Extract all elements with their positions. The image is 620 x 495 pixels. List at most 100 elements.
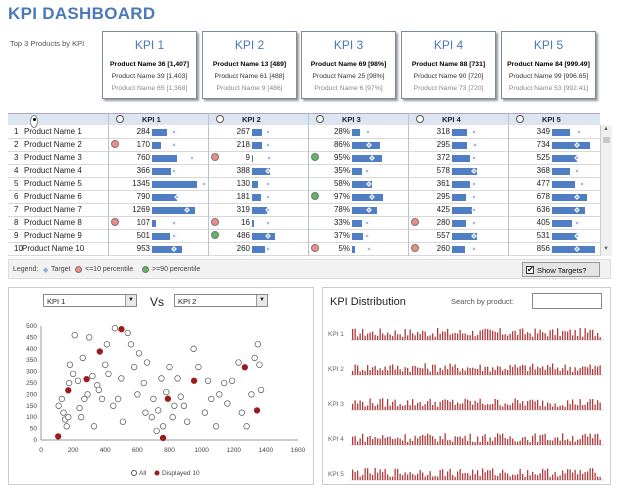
distribution-bar: [379, 368, 381, 375]
kpi-value: 760: [136, 153, 150, 162]
distribution-kpi-label: KPI 2: [328, 366, 344, 373]
distribution-bar: [527, 371, 529, 375]
distribution-bar: [499, 405, 501, 410]
y-tick-label: 450: [26, 334, 37, 341]
y-tick-label: 400: [26, 346, 37, 353]
show-targets-checkbox[interactable]: ✔ Show Targets?: [522, 262, 600, 277]
distribution-bar: [429, 398, 431, 410]
table-row[interactable]: 1 Product Name 1 284 267 28% 318 349: [8, 126, 600, 139]
x-tick-label: 600: [132, 447, 143, 454]
distribution-bar: [414, 365, 416, 375]
checkbox-icon[interactable]: ✔: [526, 265, 534, 274]
distribution-bar: [434, 438, 436, 445]
distribution-bar: [517, 367, 519, 375]
distribution-bar: [414, 405, 416, 410]
distribution-bar: [422, 368, 424, 375]
distribution-bar: [582, 336, 584, 340]
distribution-bar: [444, 476, 446, 480]
distribution-bar: [477, 335, 479, 340]
radio-kpi-4[interactable]: [416, 115, 424, 123]
table-row[interactable]: 2 Product Name 2 170 218 86% 295 734: [8, 139, 600, 152]
distribution-bar: [437, 371, 439, 375]
target-marker: [573, 220, 580, 226]
scroll-thumb[interactable]: [603, 137, 610, 143]
target-marker: [265, 194, 271, 200]
distribution-bar: [399, 369, 401, 375]
distribution-bar: [549, 476, 551, 480]
chevron-down-icon[interactable]: ▼: [256, 295, 267, 306]
scatter-point: [177, 393, 184, 400]
scatter-point: [79, 354, 86, 362]
scatter-point: [114, 395, 122, 403]
table-row[interactable]: 10 Product Name 10 953 260 5% 260 856: [8, 243, 600, 256]
distribution-bar: [547, 336, 549, 340]
distribution-bar: [467, 367, 469, 375]
distribution-bar: [397, 468, 399, 480]
y-tick-label: 500: [26, 323, 37, 330]
kpi-card-line: Product Name 9 [486]: [216, 85, 283, 92]
table-row[interactable]: 7 Product Name 7 1269 319 78% 425 636: [8, 204, 600, 217]
distribution-bar: [437, 328, 439, 340]
kpi-bar: [352, 246, 355, 253]
distribution-bar: [454, 364, 456, 375]
search-input[interactable]: [532, 293, 602, 309]
distribution-bar: [487, 404, 489, 410]
kpi-value: 405: [536, 218, 550, 227]
distribution-bar: [597, 476, 599, 480]
distribution-bar: [462, 438, 464, 445]
y-kpi-select[interactable]: KPI 2 ▼: [174, 294, 268, 307]
scroll-up-icon[interactable]: ▲: [603, 126, 609, 132]
low-percentile-dot: [111, 140, 119, 148]
distribution-bar: [442, 370, 444, 375]
table-row[interactable]: 4 Product Name 4 366 388 35% 578 368: [8, 165, 600, 178]
x-kpi-select[interactable]: KPI 1 ▼: [43, 294, 137, 307]
distribution-bar: [439, 435, 441, 445]
table-row[interactable]: 5 Product Name 5 1345 130 58% 361 477: [8, 178, 600, 191]
distribution-bar: [549, 330, 551, 340]
table-row[interactable]: 6 Product Name 6 790 181 97% 295 678: [8, 191, 600, 204]
distribution-kpi-label: KPI 5: [328, 471, 344, 478]
distribution-bar: [454, 476, 456, 480]
row-number: 5: [14, 179, 19, 188]
distribution-bar: [537, 333, 539, 340]
distribution-bar: [402, 475, 404, 480]
distribution-bar: [392, 401, 394, 410]
scroll-down-icon[interactable]: ▼: [603, 246, 609, 252]
distribution-bar: [354, 328, 356, 340]
distribution-bar: [582, 473, 584, 480]
scatter-point: [254, 341, 261, 348]
table-row[interactable]: 8 Product Name 8 107 16 33% 280 405: [8, 217, 600, 230]
kpi-value: 525: [536, 153, 550, 162]
distribution-bar: [437, 476, 439, 480]
distribution-bar: [397, 365, 399, 375]
radio-kpi-2[interactable]: [216, 115, 224, 123]
distribution-bar: [362, 433, 364, 445]
distribution-bar: [429, 471, 431, 480]
distribution-bar: [529, 333, 531, 340]
radio-kpi-3[interactable]: [316, 115, 324, 123]
distribution-bar: [404, 472, 406, 480]
distribution-bar: [462, 333, 464, 340]
distribution-bar: [457, 367, 459, 375]
distribution-bar: [429, 434, 431, 445]
table-row[interactable]: 9 Product Name 9 501 486 37% 557 531: [8, 230, 600, 243]
radio-name[interactable]: [30, 115, 38, 128]
chevron-down-icon[interactable]: ▼: [125, 295, 136, 306]
kpi-bar: [552, 194, 587, 201]
kpi-card-line: Product Name 25 [98%]: [312, 73, 385, 80]
distribution-bar: [559, 336, 561, 340]
radio-kpi-5[interactable]: [516, 115, 524, 123]
kpi-value: 368: [536, 166, 550, 175]
distribution-bar: [352, 403, 354, 410]
product-name: Product Name 5: [24, 179, 82, 188]
scatter-point: [150, 395, 157, 403]
radio-kpi-1[interactable]: [116, 115, 124, 123]
distribution-bar: [452, 366, 454, 375]
distribution-bar: [474, 368, 476, 375]
distribution-bar: [579, 439, 581, 445]
table-scrollbar[interactable]: ▲ ▼: [600, 125, 612, 256]
table-row[interactable]: 3 Product Name 3 760 9 95% 372 525: [8, 152, 600, 165]
kpi-value: 78%: [333, 205, 350, 214]
distribution-bar: [524, 365, 526, 375]
kpi-value: 170: [136, 140, 150, 149]
